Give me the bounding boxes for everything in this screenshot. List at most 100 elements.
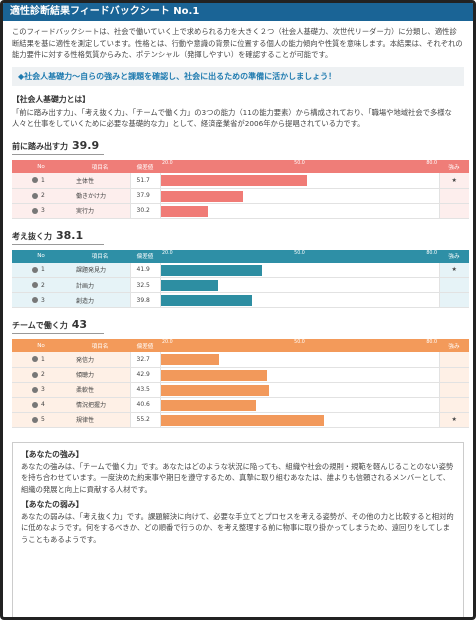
score-bar	[160, 414, 324, 426]
feedback-box: 【あなたの強み】 あなたの強みは、「チームで働く力」です。あなたはどのような状況…	[12, 441, 464, 617]
strengths-title: 【あなたの強み】	[21, 449, 84, 459]
scale-tick: 80.0	[426, 161, 437, 167]
row-bar-cell	[160, 412, 440, 428]
strengths-body: あなたの強みは、「チームで働く力」です。あなたはどのような状況に陥っても、組織や…	[21, 461, 454, 494]
group-name: 前に踏み出す力	[12, 142, 68, 152]
row-no: 2	[12, 367, 70, 383]
row-item: 実行力	[70, 203, 130, 219]
score-table: No 項目名 偏差値 20.0 50.0 80.0 強み 1 主体性 51.7 ★ 2 働きかけ力 37.…	[12, 160, 469, 219]
row-strength: ★	[439, 412, 469, 428]
col-no: No	[12, 160, 70, 174]
table-row: 1 主体性 51.7 ★	[12, 173, 469, 189]
row-item: 傾聴力	[70, 367, 130, 383]
score-bar	[160, 369, 267, 381]
col-deviation: 偏差値	[130, 160, 160, 174]
col-item: 項目名	[70, 249, 130, 263]
score-table: No 項目名 偏差値 20.0 50.0 80.0 強み 1 課題発見力 41.9 ★ 2 計画力 32.…	[12, 249, 469, 309]
table-header-row: No 項目名 偏差値 20.0 50.0 80.0 強み	[12, 249, 469, 263]
weaknesses-title: 【あなたの弱み】	[21, 499, 84, 509]
row-value: 41.9	[129, 262, 161, 279]
number-dot-icon	[32, 266, 38, 273]
scale-tick: 80.0	[426, 250, 437, 256]
group-name: チームで働く力	[12, 321, 68, 331]
score-bar	[160, 205, 208, 217]
intro-text: このフィードバックシートは、社会で働いていく上で求められる力を大きく２つ（社会人…	[12, 27, 463, 60]
row-item: 規律性	[70, 412, 130, 428]
row-value: 55.2	[129, 412, 161, 428]
table-row: 1 発信力 32.7	[12, 352, 469, 368]
row-no: 3	[12, 292, 70, 309]
col-strength: 強み	[439, 339, 469, 353]
row-strength: ★	[439, 173, 469, 189]
group-name: 考え抜く力	[12, 231, 52, 241]
row-no: 3	[12, 203, 70, 219]
group-heading: チームで働く力 43	[12, 318, 104, 335]
number-dot-icon	[32, 282, 38, 289]
about-title: 【社会人基礎力とは】	[12, 94, 90, 104]
col-scale: 20.0 50.0 80.0	[160, 339, 439, 353]
row-bar-cell	[160, 277, 440, 294]
row-strength	[439, 367, 469, 383]
sheet-title: 適性診断結果フィードバックシート No.1	[3, 3, 473, 21]
row-value: 42.9	[129, 367, 161, 383]
score-bar	[160, 384, 270, 396]
row-value: 32.7	[129, 352, 161, 368]
col-strength: 強み	[439, 249, 469, 263]
row-strength	[439, 382, 469, 398]
row-bar-cell	[160, 173, 440, 189]
col-strength: 強み	[439, 160, 469, 174]
col-deviation: 偏差値	[130, 249, 160, 263]
number-dot-icon	[32, 386, 38, 393]
col-deviation: 偏差値	[130, 339, 160, 353]
row-no: 1	[12, 352, 70, 368]
group-heading: 前に踏み出す力 39.9	[12, 139, 104, 156]
row-no: 5	[12, 412, 70, 428]
table-row: 1 課題発見力 41.9 ★	[12, 262, 469, 279]
scale-tick: 50.0	[294, 250, 305, 256]
number-dot-icon	[32, 416, 38, 423]
row-strength	[439, 277, 469, 294]
col-scale: 20.0 50.0 80.0	[160, 249, 439, 263]
row-strength	[439, 203, 469, 219]
scale-tick: 80.0	[426, 340, 437, 346]
row-value: 51.7	[129, 173, 161, 189]
table-row: 2 働きかけ力 37.9	[12, 188, 469, 204]
row-strength	[439, 397, 469, 413]
row-value: 30.2	[129, 203, 161, 219]
number-dot-icon	[32, 401, 38, 408]
score-bar	[160, 190, 244, 202]
score-bar	[160, 264, 262, 276]
row-no: 1	[12, 173, 70, 189]
scale-tick: 20.0	[162, 161, 173, 167]
row-bar-cell	[160, 188, 440, 204]
score-bar	[160, 399, 256, 411]
group-score: 43	[71, 318, 88, 332]
weaknesses-body: あなたの弱みは、「考え抜く力」です。課題解決に向けて、必要な手立てとプロセスを考…	[21, 511, 454, 544]
row-strength	[439, 292, 469, 309]
table-header-row: No 項目名 偏差値 20.0 50.0 80.0 強み	[12, 160, 469, 174]
row-no: 3	[12, 382, 70, 398]
row-bar-cell	[160, 367, 440, 383]
number-dot-icon	[32, 192, 38, 199]
row-no: 2	[12, 277, 70, 294]
score-bar	[160, 295, 253, 307]
score-bar	[160, 280, 219, 292]
row-value: 32.5	[129, 277, 161, 294]
number-dot-icon	[32, 297, 38, 304]
row-bar-cell	[160, 352, 440, 368]
table-row: 4 情況把握力 40.6	[12, 397, 469, 413]
row-no: 1	[12, 262, 70, 279]
score-groups: 前に踏み出す力 39.9 No 項目名 偏差値 20.0 50.0 80.0 強み 1 主体性 51.…	[3, 139, 473, 428]
table-row: 5 規律性 55.2 ★	[12, 412, 469, 428]
group-score: 38.1	[56, 228, 84, 242]
row-item: 発信力	[70, 352, 130, 368]
row-bar-cell	[160, 382, 440, 398]
col-item: 項目名	[70, 160, 130, 174]
number-dot-icon	[32, 207, 38, 214]
row-item: 情況把握力	[70, 397, 130, 413]
col-item: 項目名	[70, 339, 130, 353]
row-item: 柔軟性	[70, 382, 130, 398]
score-bar	[160, 354, 220, 366]
row-value: 40.6	[129, 397, 161, 413]
